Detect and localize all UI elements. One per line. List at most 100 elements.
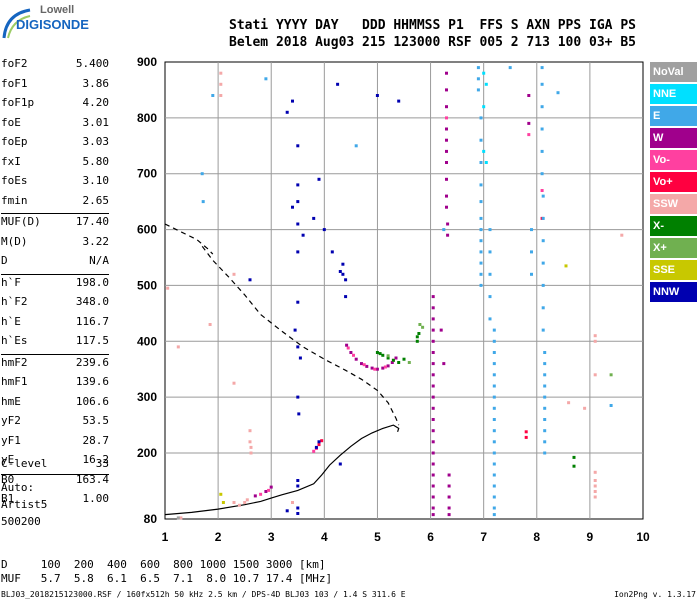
param-row: B1 1.00 [1, 491, 109, 511]
echo-point-vo [259, 492, 263, 496]
echo-point-x [391, 358, 395, 362]
echo-point-e [540, 66, 544, 70]
echo-point-w [360, 362, 363, 366]
echo-point-e [354, 144, 358, 148]
distance-row: D 100 200 400 600 800 1000 1500 3000 [km… [1, 558, 326, 571]
echo-point-e [492, 495, 496, 499]
echo-point-e [530, 228, 533, 232]
polarization-legend: NoVal NNE E W Vo- Vo+ SSW X- X+ SSE NNW [650, 62, 697, 304]
echo-point-ssw [593, 479, 597, 482]
echo-point-e [541, 261, 545, 265]
echo-point-w [431, 295, 435, 299]
params-divider [1, 353, 109, 355]
echo-point-x [415, 335, 419, 339]
param-row: foF1 3.86 [1, 76, 109, 96]
artist-line1: Auto: [1, 481, 35, 494]
echo-point-e [492, 451, 496, 455]
echo-point-e [556, 91, 560, 95]
echo-point-e [479, 200, 483, 204]
echo-point-e [543, 373, 547, 377]
profile-extension-line [164, 223, 214, 255]
param-label: h`F [1, 275, 21, 289]
param-value: 348.0 [75, 295, 109, 308]
echo-point-w [445, 71, 448, 75]
param-value: 28.7 [82, 433, 110, 447]
params-group-profile: hmF2 239.6 hmF1 139.6 hmE 106.6 yF2 53.5 yF1 28.7… [1, 355, 109, 511]
echo-point-ssw [593, 339, 597, 343]
y-tick-label: 300 [137, 390, 157, 404]
x-tick-label: 1 [162, 530, 169, 544]
echo-point-w [446, 222, 450, 226]
echo-point-e [530, 250, 533, 254]
param-value: 1.00 [82, 492, 110, 505]
echo-point-x [417, 332, 421, 335]
echo-point-w [264, 490, 268, 493]
param-value: 3.03 [82, 135, 110, 148]
echo-point-e [543, 351, 547, 354]
echo-point-w [445, 138, 448, 142]
echo-point-nnw [296, 183, 300, 187]
y-tick-label: 80 [144, 512, 158, 526]
echo-point-nnw [312, 216, 316, 220]
echo-point-e [479, 228, 483, 232]
y-tick-label: 800 [137, 111, 157, 125]
echo-point-nnw [317, 177, 321, 181]
echo-point-e [541, 239, 545, 243]
echo-point-nnw [338, 270, 342, 273]
param-row: foEs 3.10 [1, 173, 109, 193]
echo-point-sse [219, 492, 223, 496]
echo-point-vo [267, 488, 271, 492]
echo-point-w [431, 429, 435, 433]
param-value: 3.10 [82, 174, 110, 187]
echo-point-nne [484, 82, 488, 86]
echo-point-e [476, 77, 480, 81]
echo-point-ssw [166, 286, 170, 290]
echo-point-w [365, 364, 369, 368]
echo-point-e [543, 384, 547, 388]
echo-point-e [492, 513, 496, 517]
echo-point-ssw [583, 406, 587, 410]
param-value: 3.01 [82, 115, 110, 129]
param-value: 5.400 [75, 57, 109, 70]
echo-point-w [445, 105, 448, 109]
legend-item: NNW [650, 282, 697, 302]
echo-point-ssw [237, 503, 241, 507]
echo-point-ssw [243, 501, 247, 504]
param-value: 239.6 [75, 355, 109, 369]
echo-point-ssw [593, 495, 597, 499]
params-group-critical: foF2 5.400 foF1 3.86 foF1p 4.20 foE 3.01 foEp 3.0… [1, 56, 109, 212]
echo-point-w [431, 484, 435, 488]
echo-point-w [431, 328, 435, 332]
param-label: foF2 [1, 57, 28, 70]
echo-point-w [445, 88, 448, 92]
param-value: 116.7 [75, 314, 109, 328]
echo-point-e [540, 127, 544, 131]
param-label: fxI [1, 154, 21, 168]
echo-point-nnw [375, 94, 379, 97]
param-label: hmF2 [1, 355, 28, 369]
echo-point-e [543, 451, 547, 455]
param-label: yF1 [1, 433, 21, 447]
echo-point-ssw [249, 445, 253, 449]
echo-point-nnw [296, 484, 300, 488]
header-line2: Belem 2018 Aug03 215 123000 RSF 005 2 71… [229, 35, 636, 50]
param-label: B0 [1, 472, 15, 486]
x-tick-label: 5 [374, 530, 381, 544]
echo-point-ssw [219, 82, 223, 86]
echo-point-nne [482, 71, 486, 75]
echo-point-w [447, 506, 451, 510]
echo-point-nnw [296, 506, 300, 510]
params-divider [1, 213, 109, 214]
echo-point-nnw [341, 262, 345, 266]
echo-point-vo [312, 449, 316, 453]
echo-point-w [447, 484, 451, 488]
y-tick-label: 600 [137, 223, 157, 237]
param-row: M(D) 3.22 [1, 234, 109, 254]
param-row: h`F2 348.0 [1, 294, 109, 314]
echo-point-vo [373, 367, 377, 371]
echo-point-x [381, 353, 385, 357]
param-row: h`E 116.7 [1, 314, 109, 334]
echo-point-e [508, 66, 512, 70]
legend-item: SSE [650, 260, 697, 280]
